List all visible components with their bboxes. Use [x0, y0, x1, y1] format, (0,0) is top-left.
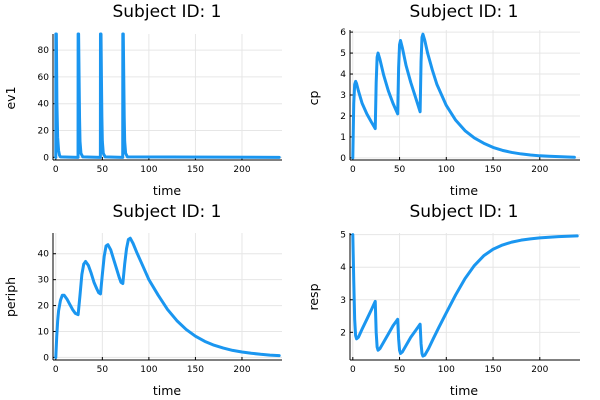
- panel-title: Subject ID: 1: [409, 202, 518, 222]
- y-tick-label: 0: [43, 353, 49, 363]
- y-tick-label: 40: [38, 100, 50, 110]
- x-tick-label: 150: [187, 365, 204, 375]
- series-line: [351, 233, 579, 358]
- x-tick-label: 100: [140, 365, 157, 375]
- x-tick-label: 150: [484, 165, 501, 175]
- x-tick-label: 50: [97, 165, 109, 175]
- x-tick-label: 50: [394, 365, 406, 375]
- x-tick-label: 0: [53, 365, 59, 375]
- x-tick-label: 50: [394, 165, 406, 175]
- y-tick-label: 4: [340, 70, 346, 80]
- x-tick-label: 200: [531, 165, 548, 175]
- panel-title: Subject ID: 1: [112, 2, 221, 22]
- x-tick-label: 100: [438, 365, 455, 375]
- y-tick-label: 0: [43, 153, 49, 163]
- x-tick-label: 0: [350, 165, 356, 175]
- y-axis-label: ev1: [3, 86, 18, 109]
- x-tick-label: 200: [531, 365, 548, 375]
- x-tick-label: 150: [187, 165, 204, 175]
- x-tick-label: 0: [350, 365, 356, 375]
- y-tick-label: 0: [340, 154, 346, 164]
- y-tick-label: 10: [38, 327, 50, 337]
- x-tick-label: 150: [484, 365, 501, 375]
- y-tick-label: 1: [340, 133, 346, 143]
- panel-cp: Subject ID: 1 time cp 0 50 100 150 200 0 1 2 3 4 5…: [306, 2, 580, 198]
- y-tick-label: 4: [340, 263, 346, 273]
- y-tick-label: 5: [340, 231, 346, 241]
- y-tick-label: 30: [38, 276, 50, 286]
- y-tick-label: 6: [340, 28, 346, 38]
- y-axis-label: periph: [3, 277, 18, 317]
- y-tick-label: 5: [340, 49, 346, 59]
- y-tick-label: 60: [38, 73, 50, 83]
- x-axis-label: time: [450, 183, 479, 198]
- y-tick-label: 3: [340, 91, 346, 101]
- x-tick-label: 50: [97, 365, 109, 375]
- series-line: [54, 32, 281, 159]
- x-tick-label: 100: [140, 165, 157, 175]
- y-tick-label: 2: [340, 328, 346, 338]
- series-line: [351, 32, 576, 160]
- y-tick-label: 20: [38, 127, 50, 137]
- panel-resp: Subject ID: 1 time resp 0 50 100 150 200 2 3 4 5: [306, 202, 580, 398]
- y-tick-label: 20: [38, 302, 50, 312]
- panel-title: Subject ID: 1: [409, 2, 518, 22]
- panel-title: Subject ID: 1: [112, 202, 221, 222]
- x-axis-label: time: [153, 183, 182, 198]
- y-axis-label: resp: [306, 283, 321, 310]
- panel-periph: Subject ID: 1 time periph 0 50 100 150 200 0 1…: [3, 202, 282, 398]
- x-tick-label: 200: [233, 365, 250, 375]
- y-tick-label: 2: [340, 112, 346, 122]
- y-tick-label: 40: [38, 250, 50, 260]
- y-tick-label: 3: [340, 296, 346, 306]
- x-tick-label: 0: [53, 165, 59, 175]
- series-line: [54, 236, 281, 359]
- panel-ev1: Subject ID: 1 time ev1 0 50 100 150 200 0 20 40…: [3, 2, 282, 198]
- x-axis-label: time: [153, 383, 182, 398]
- x-tick-label: 100: [438, 165, 455, 175]
- y-axis-label: cp: [306, 91, 321, 106]
- x-axis-label: time: [450, 383, 479, 398]
- x-tick-label: 200: [233, 165, 250, 175]
- y-tick-label: 80: [38, 46, 50, 56]
